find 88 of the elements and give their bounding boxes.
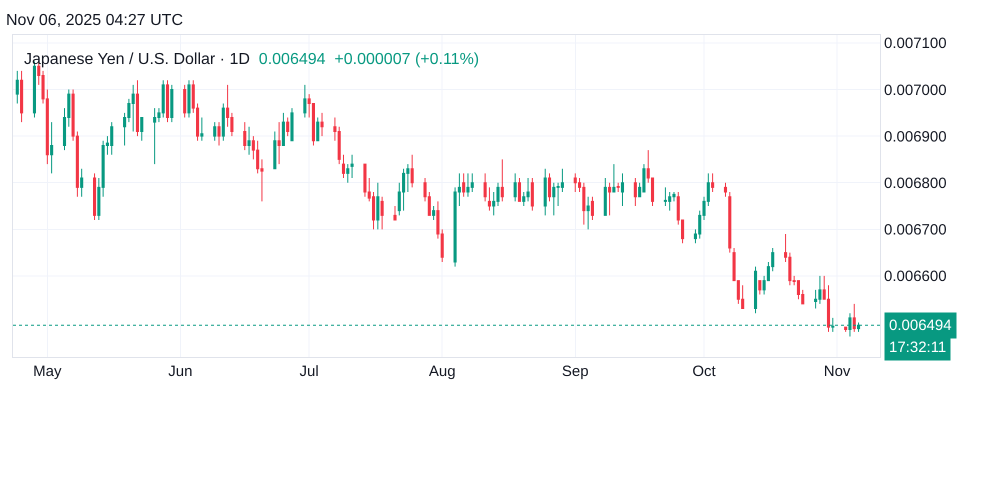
y-tick-label: 0.006900: [884, 128, 947, 146]
candlestick: [16, 70, 19, 104]
candlestick: [393, 206, 397, 220]
candlestick: [110, 122, 114, 156]
candlestick: [758, 280, 762, 296]
text: 17:32:11: [889, 339, 946, 356]
candlestick: [376, 182, 380, 230]
candlestick: [380, 196, 384, 230]
ref-line-label: 0.006494: [889, 317, 952, 334]
x-tick-label: Jul: [300, 363, 319, 380]
candlestick: [20, 70, 24, 123]
candlestick: [470, 172, 474, 193]
candlestick: [432, 206, 436, 220]
x-tick-label: Oct: [692, 363, 717, 380]
candlestick: [243, 122, 246, 151]
candlestick: [500, 158, 504, 202]
candlestick: [200, 116, 204, 142]
candlestick: [342, 154, 346, 179]
x-tick-label: May: [33, 363, 62, 380]
candlestick: [620, 172, 624, 207]
candlestick: [183, 84, 186, 118]
x-tick-label: Aug: [428, 363, 456, 380]
text: Nov 06, 2025 04:27 UTC: [6, 12, 183, 29]
candlestick: [514, 172, 517, 202]
candlestick: [217, 122, 221, 146]
candlestick: [612, 164, 616, 193]
candlestick: [166, 80, 170, 123]
candlestick: [248, 126, 251, 156]
candlestick: [711, 172, 714, 193]
candlestick: [604, 178, 607, 216]
candlestick: [484, 172, 487, 202]
candlestick: [608, 182, 612, 216]
candlestick: [320, 112, 324, 137]
candlestick: [724, 182, 728, 198]
candlestick: [552, 182, 556, 216]
candlestick: [213, 122, 216, 142]
candlestick: [170, 84, 174, 123]
candlestick: [548, 172, 552, 202]
candlestick: [187, 80, 191, 118]
candlestick: [462, 172, 466, 198]
candlestick: [162, 80, 165, 118]
candlestick: [93, 172, 96, 220]
candlestick: [852, 303, 856, 332]
candlestick: [132, 84, 135, 132]
candlestick: [590, 196, 594, 220]
y-tick-label: 0.007100: [884, 35, 947, 52]
candlestick: [290, 108, 294, 142]
candlestick: [410, 154, 414, 188]
candlestick: [316, 116, 320, 142]
candlestick: [818, 275, 822, 304]
candlestick: [664, 186, 667, 207]
candlestick: [222, 103, 225, 142]
candlestick: [488, 186, 491, 212]
y-tick-label: 0.006600: [884, 268, 947, 286]
candlestick: [582, 182, 586, 226]
candlestick: [80, 168, 84, 198]
candlestick: [728, 192, 732, 254]
candlestick: [574, 172, 577, 193]
candlestick: [286, 116, 290, 137]
candlestick: [642, 164, 646, 193]
candlestick: [616, 182, 620, 193]
candlestick: [754, 266, 758, 314]
y-tick-label: 0.006700: [884, 222, 947, 239]
candlestick: [518, 178, 522, 202]
x-tick-label: Sep: [562, 363, 589, 380]
candlestick: [153, 108, 156, 165]
candlestick: [140, 116, 144, 142]
candlestick: [466, 172, 470, 198]
candlestick: [544, 168, 547, 216]
y-tick-label: 0.006800: [884, 174, 947, 192]
candlestick: [530, 178, 534, 212]
candlestick: [303, 84, 306, 118]
candlestick: [50, 122, 54, 174]
candlestick: [278, 122, 281, 165]
candlestick: [136, 80, 140, 137]
y-tick-label: 0.007000: [884, 82, 947, 99]
candlestick: [346, 164, 350, 184]
candlestick: [668, 192, 672, 212]
text: 0.006494 +0.000007 (+0.11%): [258, 51, 480, 68]
x-tick-label: Nov: [824, 363, 851, 380]
candlestick: [586, 196, 590, 230]
candlestick: [350, 154, 354, 179]
candlestick: [282, 112, 285, 146]
text: Japanese Yen / U.S. Dollar · 1D: [24, 51, 250, 68]
candlestick: [273, 130, 276, 170]
candlestick: [844, 326, 848, 332]
candlestick: [634, 178, 637, 207]
x-tick-label: Jun: [168, 363, 192, 380]
